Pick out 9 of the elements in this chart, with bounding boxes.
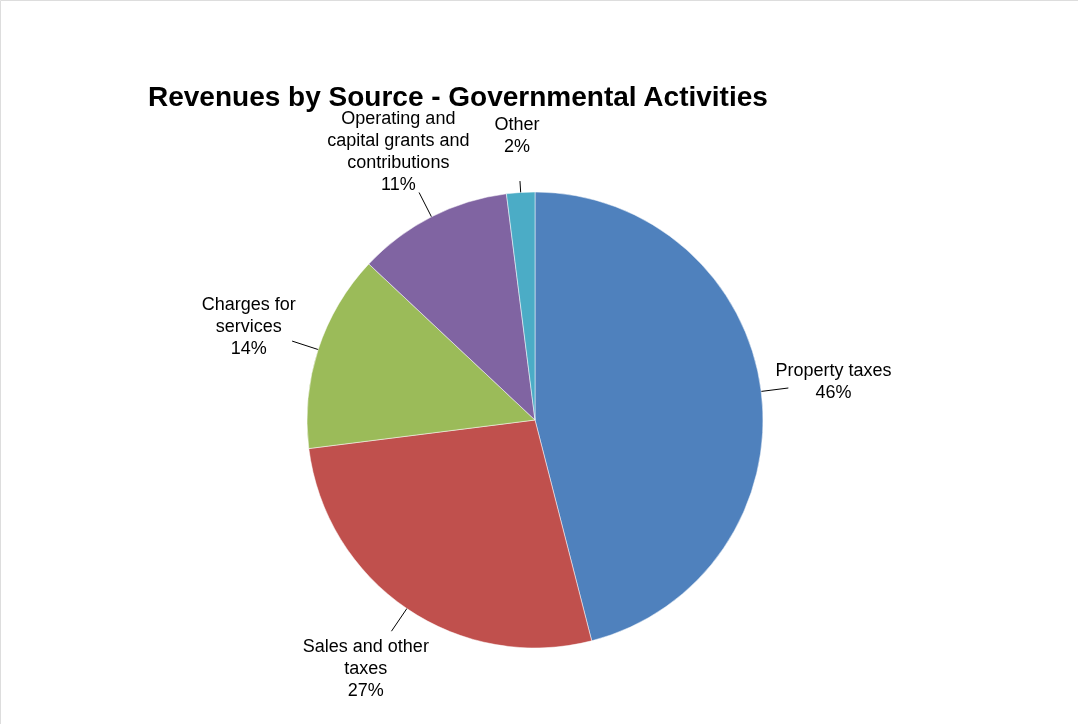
data-label: 11% — [381, 173, 416, 194]
data-label: 27% — [347, 679, 384, 700]
slice-label: Property taxes — [775, 360, 892, 381]
slice-label: Sales and other taxes — [302, 635, 429, 678]
slice-label: Charges for services — [201, 294, 296, 336]
data-label: 2% — [504, 135, 531, 156]
data-label: 14% — [230, 338, 267, 358]
data-label: 46% — [815, 382, 852, 403]
slice-label: Other — [494, 113, 540, 134]
